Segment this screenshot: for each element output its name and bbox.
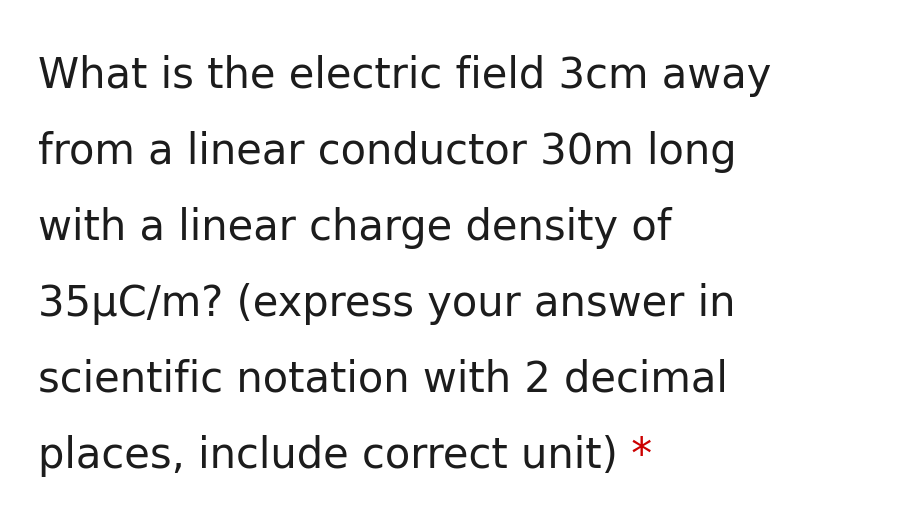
Text: places, include correct unit): places, include correct unit): [38, 435, 618, 477]
Text: What is the electric field 3cm away: What is the electric field 3cm away: [38, 55, 771, 97]
Text: *: *: [618, 435, 652, 477]
Text: scientific notation with 2 decimal: scientific notation with 2 decimal: [38, 359, 728, 401]
Text: with a linear charge density of: with a linear charge density of: [38, 207, 671, 249]
Text: from a linear conductor 30m long: from a linear conductor 30m long: [38, 131, 737, 173]
Text: 35μC/m? (express your answer in: 35μC/m? (express your answer in: [38, 283, 736, 325]
